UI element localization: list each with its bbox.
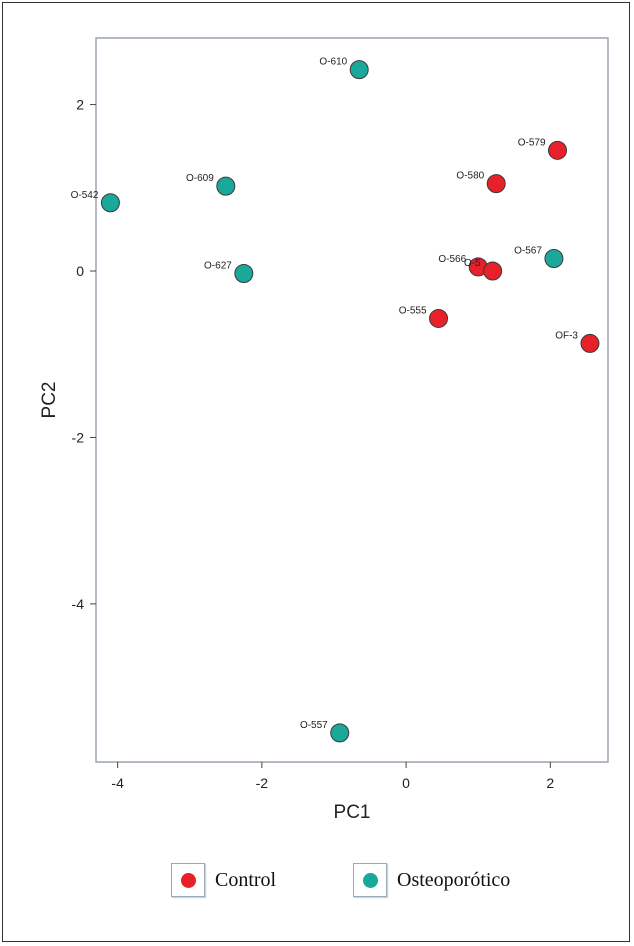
point-label: OF-3 [555, 330, 578, 341]
point-label: O-627 [204, 261, 232, 272]
y-tick-label: -4 [72, 596, 85, 612]
legend-label-control: Control [215, 868, 277, 891]
point-label: O-580 [456, 171, 484, 182]
legend-swatch-osteoporotico [353, 863, 387, 897]
legend: Control Osteoporótico [0, 862, 634, 902]
point-label: O-542 [71, 190, 99, 201]
y-axis-title: PC2 [39, 382, 60, 419]
data-point-o-567 [544, 249, 564, 269]
y-tick-label: 2 [76, 97, 84, 113]
x-tick-label: 0 [402, 775, 410, 791]
legend-marker-control [180, 872, 196, 888]
point-label: O-610 [319, 57, 347, 68]
y-axis-ticks: 2 0 -2 -4 [72, 97, 96, 612]
x-tick-label: 2 [546, 775, 554, 791]
data-point-o-555 [429, 308, 449, 328]
plot-area [95, 37, 609, 763]
point-label: O-566 [438, 254, 466, 265]
data-point-o-557 [330, 723, 350, 743]
point-label: O-567 [514, 246, 542, 257]
legend-item-control: Control [171, 862, 276, 898]
data-point-o-5 [483, 261, 503, 281]
point-label: O-579 [518, 137, 546, 148]
data-point-o-580 [486, 174, 506, 194]
data-point-of-3 [580, 333, 600, 353]
data-point-o-579 [548, 140, 568, 160]
x-axis-title: PC1 [334, 802, 371, 823]
data-point-o-610 [349, 60, 369, 80]
legend-swatch-control [171, 863, 205, 897]
data-point-o-542 [100, 193, 120, 213]
point-label: O-5 [464, 258, 481, 269]
point-label: O-557 [300, 720, 328, 731]
data-point-o-627 [234, 264, 254, 284]
data-point-o-609 [216, 176, 236, 196]
y-tick-label: -2 [72, 429, 85, 445]
y-tick-label: 0 [76, 263, 84, 279]
x-tick-label: -2 [256, 775, 269, 791]
x-tick-label: -4 [111, 775, 124, 791]
legend-item-osteoporotico: Osteoporótico [353, 862, 510, 898]
point-label: O-609 [186, 173, 214, 184]
data-points [100, 60, 600, 743]
point-label: O-555 [399, 305, 427, 316]
legend-label-osteoporotico: Osteoporótico [397, 868, 511, 891]
legend-marker-osteoporotico [362, 872, 378, 888]
x-axis-ticks: -4 -2 0 2 [111, 762, 554, 791]
